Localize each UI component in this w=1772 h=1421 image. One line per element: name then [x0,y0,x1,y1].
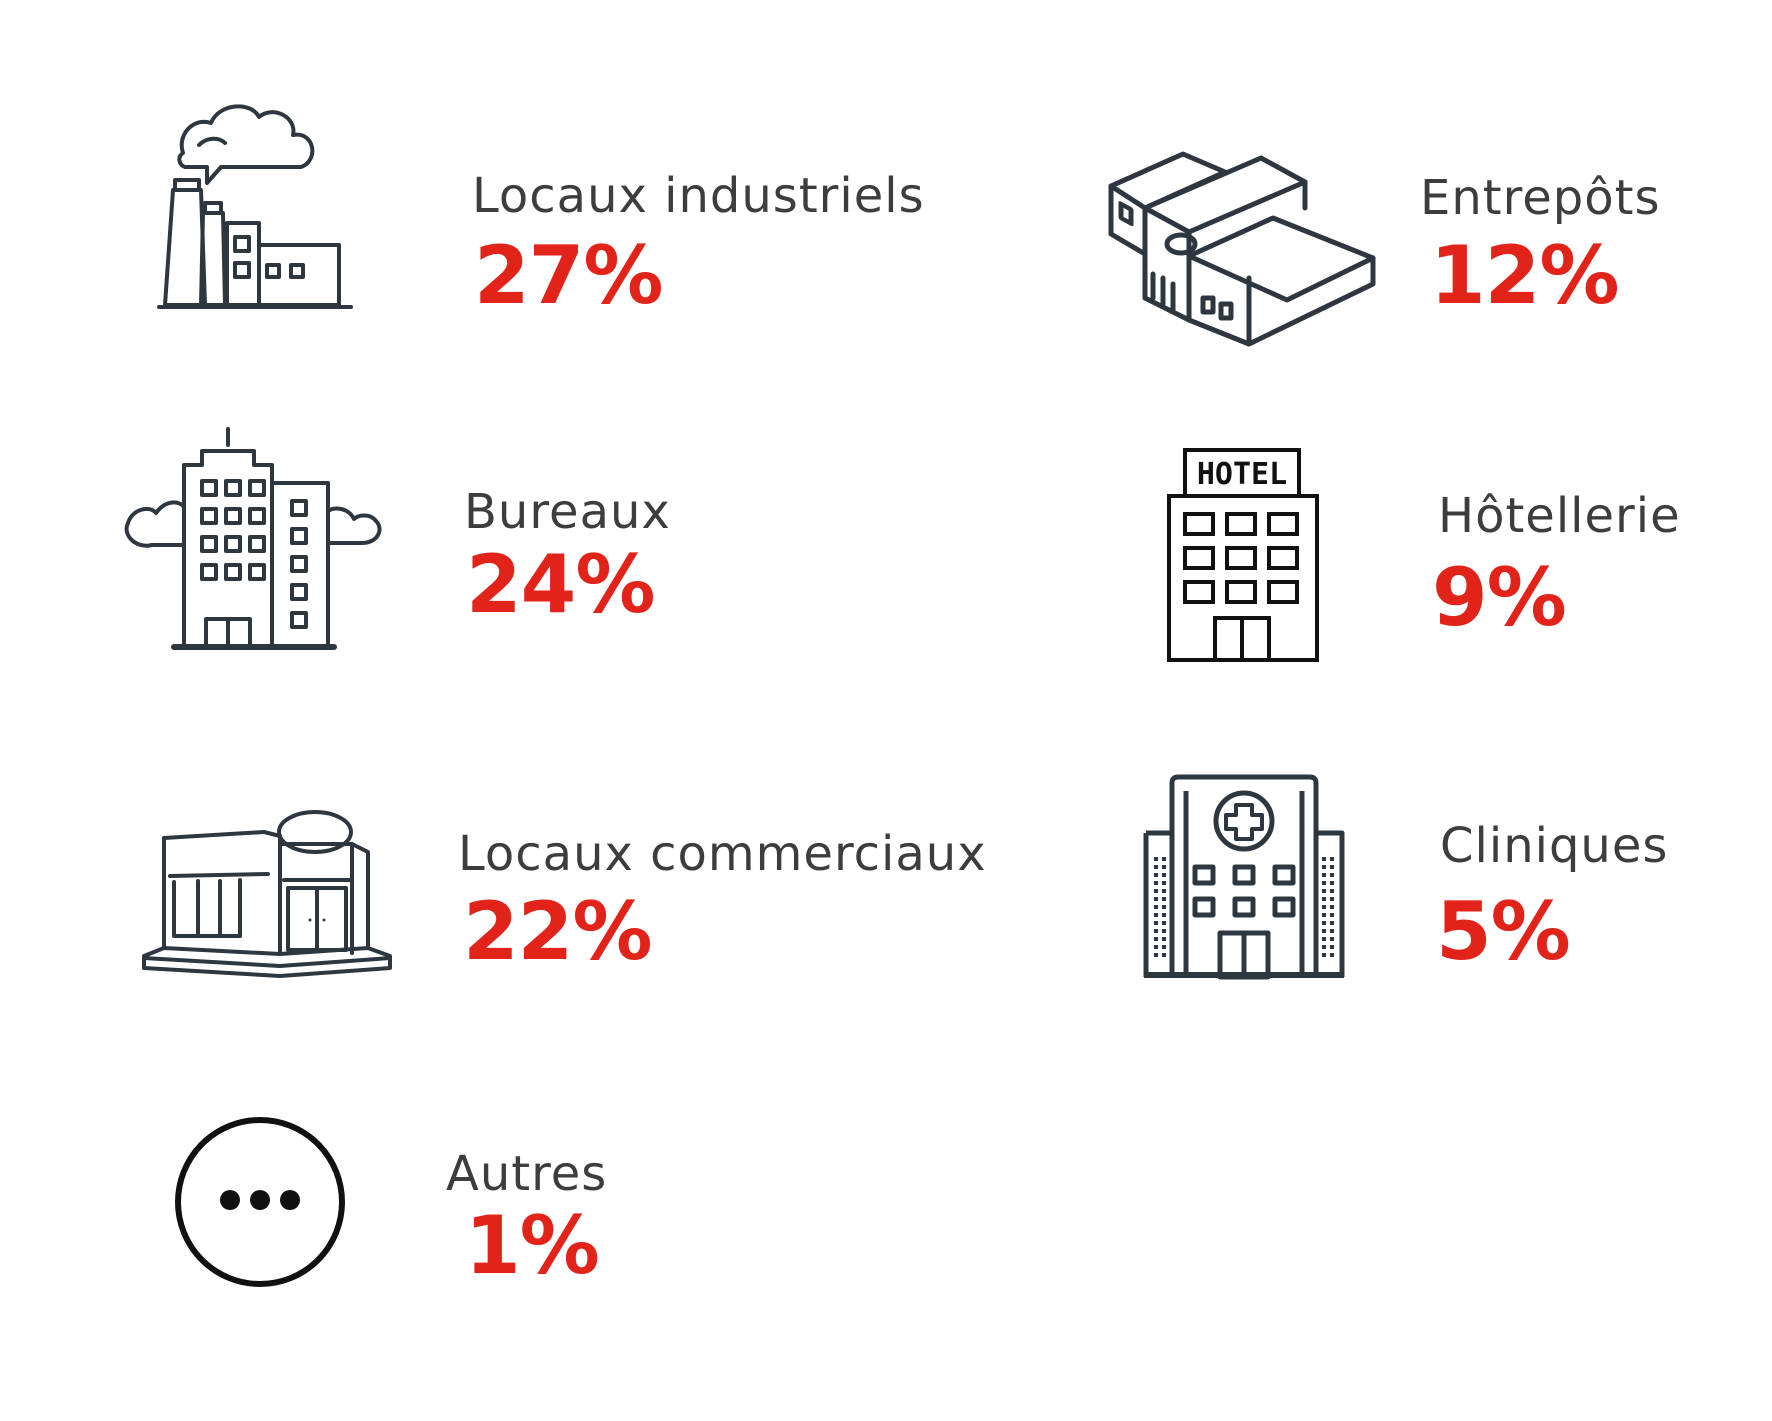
category-label: Entrepôts [1420,170,1661,226]
hotel-sign-text: HOTEL [1197,457,1287,492]
category-label: Hôtellerie [1438,488,1681,544]
more-icon [172,1114,348,1290]
factory-icon [155,95,355,315]
category-percentage: 1% [465,1199,600,1292]
category-percentage: 9% [1432,551,1567,644]
category-percentage: 24% [466,538,655,631]
category-label: Cliniques [1440,818,1669,874]
category-label: Autres [446,1146,608,1202]
category-label: Bureaux [464,484,671,540]
clinic-icon [1142,774,1346,983]
category-percentage: 27% [474,229,663,322]
category-percentage: 5% [1436,885,1571,978]
warehouse-icon [1105,148,1376,347]
category-label: Locaux commerciaux [458,826,987,882]
hotel-icon: HOTEL [1165,446,1321,666]
category-percentage: 22% [463,885,652,978]
category-percentage: 12% [1430,229,1619,322]
category-label: Locaux industriels [472,168,925,224]
office-building-icon [122,425,392,655]
shop-icon [140,808,402,980]
